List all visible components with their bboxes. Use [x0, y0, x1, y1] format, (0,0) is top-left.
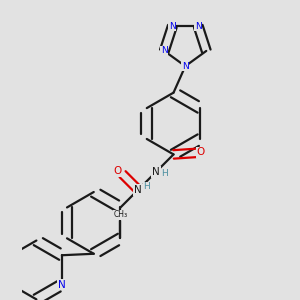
Text: N: N [152, 167, 160, 177]
Text: O: O [197, 147, 205, 158]
Text: O: O [113, 166, 122, 176]
Text: N: N [161, 46, 168, 56]
Text: H: H [161, 169, 167, 178]
Text: H: H [144, 182, 150, 191]
Text: N: N [134, 185, 142, 195]
Text: CH₃: CH₃ [113, 210, 128, 219]
Text: N: N [195, 22, 202, 31]
Text: N: N [169, 22, 176, 31]
Text: N: N [182, 62, 189, 71]
Text: N: N [58, 280, 66, 290]
